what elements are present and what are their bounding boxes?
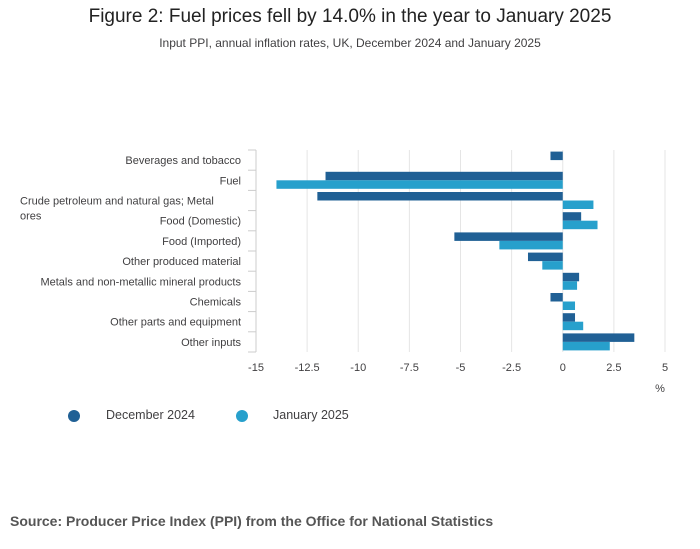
legend-label-december-2024: December 2024 bbox=[106, 408, 195, 422]
bar-december-2024 bbox=[562, 272, 580, 282]
source-note: Source: Producer Price Index (PPI) from … bbox=[10, 513, 494, 529]
category-label: Beverages and tobacco bbox=[125, 155, 241, 167]
bar-december-2024 bbox=[527, 252, 563, 262]
x-tick-label: -12.5 bbox=[295, 362, 320, 374]
category-label: Other inputs bbox=[181, 337, 241, 349]
bar-december-2024 bbox=[325, 171, 563, 181]
category-label: Food (Domestic) bbox=[160, 216, 241, 228]
x-tick-label: -10 bbox=[350, 362, 366, 374]
bar-december-2024 bbox=[550, 293, 563, 302]
bar-january-2025 bbox=[562, 321, 584, 331]
legend-label-january-2025: January 2025 bbox=[273, 408, 349, 422]
bar-december-2024 bbox=[454, 232, 563, 241]
bar-january-2025 bbox=[499, 240, 563, 250]
bar-january-2025 bbox=[562, 341, 610, 351]
bar-december-2024 bbox=[562, 333, 635, 342]
category-label: Other parts and equipment bbox=[110, 317, 241, 329]
chart-title: Figure 2: Fuel prices fell by 14.0% in t… bbox=[88, 6, 612, 27]
bar-january-2025 bbox=[562, 200, 594, 209]
x-tick-label: 0 bbox=[560, 362, 566, 374]
x-tick-label: -7.5 bbox=[400, 362, 419, 374]
x-tick-label: 2.5 bbox=[606, 362, 621, 374]
category-label: Chemicals bbox=[190, 297, 242, 309]
bar-december-2024 bbox=[562, 212, 582, 221]
x-axis-label: % bbox=[655, 383, 665, 395]
chart-subtitle: Input PPI, annual inflation rates, UK, D… bbox=[159, 36, 541, 50]
category-label: Crude petroleum and natural gas; Metal bbox=[20, 196, 214, 208]
bar-december-2024 bbox=[562, 313, 576, 322]
bar-december-2024 bbox=[550, 151, 563, 161]
category-label: Food (Imported) bbox=[162, 236, 241, 248]
category-label: Metals and non-metallic mineral products bbox=[40, 276, 241, 288]
bar-january-2025 bbox=[562, 301, 576, 310]
legend-dot-december-2024 bbox=[68, 410, 80, 422]
category-label: Fuel bbox=[220, 175, 241, 187]
x-tick-label: 5 bbox=[662, 362, 668, 374]
x-tick-label: -2.5 bbox=[502, 362, 521, 374]
category-label: ores bbox=[20, 211, 42, 223]
x-tick-label: -5 bbox=[456, 362, 466, 374]
bar-january-2025 bbox=[562, 281, 578, 290]
category-label: Other produced material bbox=[122, 256, 241, 268]
bar-january-2025 bbox=[276, 180, 563, 189]
bar-january-2025 bbox=[542, 261, 563, 270]
legend-dot-january-2025 bbox=[236, 410, 248, 422]
x-tick-label: -15 bbox=[248, 362, 264, 374]
bar-december-2024 bbox=[317, 192, 563, 201]
bar-january-2025 bbox=[562, 220, 598, 230]
